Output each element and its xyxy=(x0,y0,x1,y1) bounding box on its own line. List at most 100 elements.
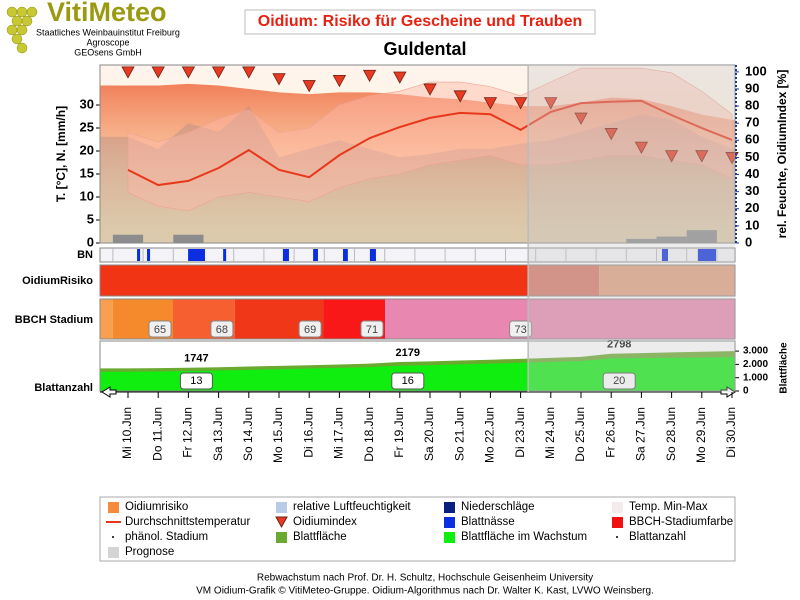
footer: VM Oidium-Grafik © VitiMeteo-Gruppe. Oid… xyxy=(196,586,654,597)
y-tick-label: 30 xyxy=(80,96,94,111)
logo-line: Agroscope xyxy=(86,37,129,47)
y3-tick-label: 2.000 xyxy=(743,359,768,370)
oidium-index-marker xyxy=(121,66,135,79)
oidium-index-marker xyxy=(181,66,196,79)
y-tick-label: 20 xyxy=(80,142,94,157)
oidium-index-marker xyxy=(332,75,347,88)
prognose-overlay xyxy=(528,65,735,392)
bn-mark xyxy=(343,249,348,261)
x-tick-label: Mo 29.Jun xyxy=(694,407,708,463)
legend-label: Blattfläche im Wachstum xyxy=(461,531,587,543)
y-tick-label: 5 xyxy=(87,211,94,226)
legend-label: Durchschnittstemperatur xyxy=(125,516,250,528)
bbch-label: 69 xyxy=(304,324,316,336)
leaf-count-box xyxy=(391,372,425,390)
legend-label: phänol. Stadium xyxy=(125,531,208,543)
y-tick-label: 25 xyxy=(80,119,94,134)
legend-swatch xyxy=(112,536,114,538)
x-tick-label: So 14.Jun xyxy=(241,407,255,461)
precip-bar xyxy=(626,238,657,243)
row-label: OidiumRisiko xyxy=(22,275,93,287)
x-tick-label: Do 25.Jun xyxy=(573,407,587,462)
oidium-index-marker xyxy=(211,66,226,79)
oidium-index-marker xyxy=(362,69,377,83)
leaf-count-label: 13 xyxy=(190,375,202,387)
oidium-index-marker xyxy=(242,66,256,79)
risk-segment xyxy=(599,265,735,296)
y-axis-label: T. [°C], N. [mm/h] xyxy=(54,106,68,202)
oidium-index-marker xyxy=(634,141,649,154)
bbch-label-box xyxy=(298,320,322,338)
x-tick-label: Fr 19.Jun xyxy=(392,407,406,458)
y2-tick-label: 70 xyxy=(745,115,759,130)
x-tick-label: Mi 24.Jun xyxy=(543,407,557,459)
bn-mark xyxy=(282,249,289,261)
x-tick-label: Mi 17.Jun xyxy=(332,407,346,459)
logo-line: Staatliches Weinbauinstitut Freiburg xyxy=(36,27,180,37)
legend-swatch xyxy=(616,536,618,538)
x-tick-label: Fr 12.Jun xyxy=(181,407,195,458)
x-tick-label: Do 11.Jun xyxy=(150,407,164,461)
bn-mark xyxy=(369,249,376,261)
y2-tick-label: 80 xyxy=(745,98,759,113)
legend-label: Blattanzahl xyxy=(629,531,686,543)
legend-box xyxy=(99,496,736,562)
bbch-segment xyxy=(385,299,735,339)
legend-label: Temp. Min-Max xyxy=(629,501,708,513)
x-tick-label: Do 18.Jun xyxy=(362,407,376,462)
y2-tick-label: 60 xyxy=(745,132,759,147)
chart-subtitle: Guldental xyxy=(383,39,466,59)
leaf-count-box xyxy=(602,372,636,390)
logo: VitiMeteo Staatliches Weinbauinstitut Fr… xyxy=(6,0,180,57)
row-label: BN xyxy=(77,249,93,261)
x-tick-label: Mo 15.Jun xyxy=(271,407,285,463)
x-tick-label: Di 16.Jun xyxy=(301,407,315,458)
bn-mark xyxy=(661,249,668,261)
x-tick-label: So 28.Jun xyxy=(664,407,678,461)
x-tick-label: Sa 20.Jun xyxy=(422,407,436,461)
bn-mark xyxy=(147,249,151,261)
x-tick-label: So 21.Jun xyxy=(452,407,466,461)
oidium-index-marker xyxy=(544,97,558,110)
legend-swatch xyxy=(276,532,287,543)
precip-bar xyxy=(686,230,717,243)
legend-swatch xyxy=(612,502,623,513)
oidium-index-marker xyxy=(574,112,588,125)
y3-tick-label: 1.000 xyxy=(743,372,768,383)
leaf-count-box xyxy=(179,372,213,390)
y-tick-label: 15 xyxy=(80,165,94,180)
bn-mark xyxy=(137,249,141,261)
legend-label: BBCH-Stadiumfarbe xyxy=(629,516,733,528)
legend-label: Blattnässe xyxy=(461,516,515,528)
bbch-label: 65 xyxy=(154,324,166,336)
x-tick-label: Di 23.Jun xyxy=(513,407,527,458)
scroll-left[interactable] xyxy=(101,386,117,398)
bbch-label-box xyxy=(509,320,533,338)
legend-swatch xyxy=(276,502,287,513)
legend-swatch xyxy=(108,502,119,513)
leaf-area-label: 2179 xyxy=(396,347,420,359)
bbch-label: 68 xyxy=(216,324,228,336)
legend-label: relative Luftfeuchtigkeit xyxy=(293,501,411,513)
oidium-index-marker xyxy=(483,97,498,110)
bn-mark xyxy=(313,249,318,261)
logo-name: VitiMeteo xyxy=(47,0,167,27)
logo-line: GEOsens GmbH xyxy=(74,47,142,57)
y3-tick-label: 3.000 xyxy=(743,346,768,357)
legend-swatch xyxy=(275,516,288,529)
scroll-right[interactable] xyxy=(720,386,736,398)
oidium-index-marker xyxy=(695,150,709,163)
y-tick-label: 0 xyxy=(87,234,94,249)
chart-title: Oidium: Risiko für Gescheine und Trauben xyxy=(258,13,583,30)
legend-swatch xyxy=(108,547,119,558)
y2-tick-label: 0 xyxy=(745,234,752,249)
row-label: Blattanzahl xyxy=(34,382,93,394)
precip-bar xyxy=(112,234,144,243)
precip-bar xyxy=(656,236,687,243)
bbch-frame xyxy=(99,298,736,340)
bbch-label-box xyxy=(210,320,234,338)
bn-row xyxy=(99,247,736,263)
y2-tick-label: 20 xyxy=(745,200,759,215)
y2-tick-label: 10 xyxy=(745,217,759,232)
